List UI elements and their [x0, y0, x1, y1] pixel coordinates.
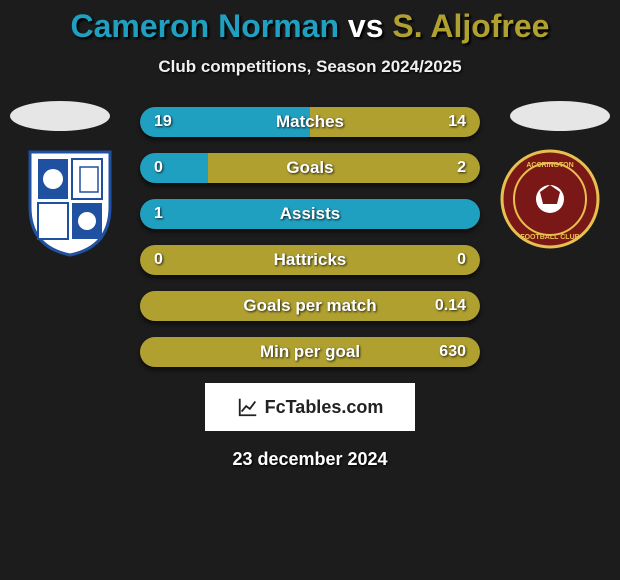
bar-value-right: 0.14 [435, 291, 466, 321]
stat-row-matches: Matches19 14 [140, 107, 480, 137]
bar-label: Assists [140, 199, 480, 229]
bar-value-left: 0 [154, 245, 163, 275]
bar-label: Goals per match [140, 291, 480, 321]
brand-text: FcTables.com [265, 397, 384, 418]
infographic-date: 23 december 2024 [0, 449, 620, 470]
player2-club-badge: ACCRINGTON FOOTBALL CLUB [500, 147, 600, 257]
bar-value-right: 14 [448, 107, 466, 137]
bar-value-right: 0 [457, 245, 466, 275]
stat-row-goals: Goals0 2 [140, 153, 480, 183]
bar-label: Hattricks [140, 245, 480, 275]
bar-value-right: 630 [439, 337, 466, 367]
comparison-title: Cameron Norman vs S. Aljofree [0, 0, 620, 45]
bar-label: Goals [140, 153, 480, 183]
brand-footer: FcTables.com [205, 383, 415, 431]
comparison-subtitle: Club competitions, Season 2024/2025 [0, 57, 620, 77]
player1-avatar-placeholder [10, 101, 110, 131]
stat-row-assists: Assists1 [140, 199, 480, 229]
stat-row-min-per-goal: Min per goal630 [140, 337, 480, 367]
bar-label: Min per goal [140, 337, 480, 367]
bar-label: Matches [140, 107, 480, 137]
stat-row-hattricks: Hattricks0 0 [140, 245, 480, 275]
player1-club-badge [20, 147, 120, 257]
comparison-container: ACCRINGTON FOOTBALL CLUB Matches19 14 Goal… [0, 107, 620, 367]
stat-bars: Matches1914Goals02Assists1Hattricks00Goa… [140, 107, 480, 367]
bar-value-left: 19 [154, 107, 172, 137]
chart-icon [237, 396, 259, 418]
bar-value-left: 0 [154, 153, 163, 183]
bar-value-right: 2 [457, 153, 466, 183]
stat-row-goals-per-match: Goals per match0.14 [140, 291, 480, 321]
bar-value-left: 1 [154, 199, 163, 229]
svg-text:ACCRINGTON: ACCRINGTON [526, 162, 573, 169]
svg-text:FOOTBALL CLUB: FOOTBALL CLUB [520, 234, 579, 241]
player2-avatar-placeholder [510, 101, 610, 131]
